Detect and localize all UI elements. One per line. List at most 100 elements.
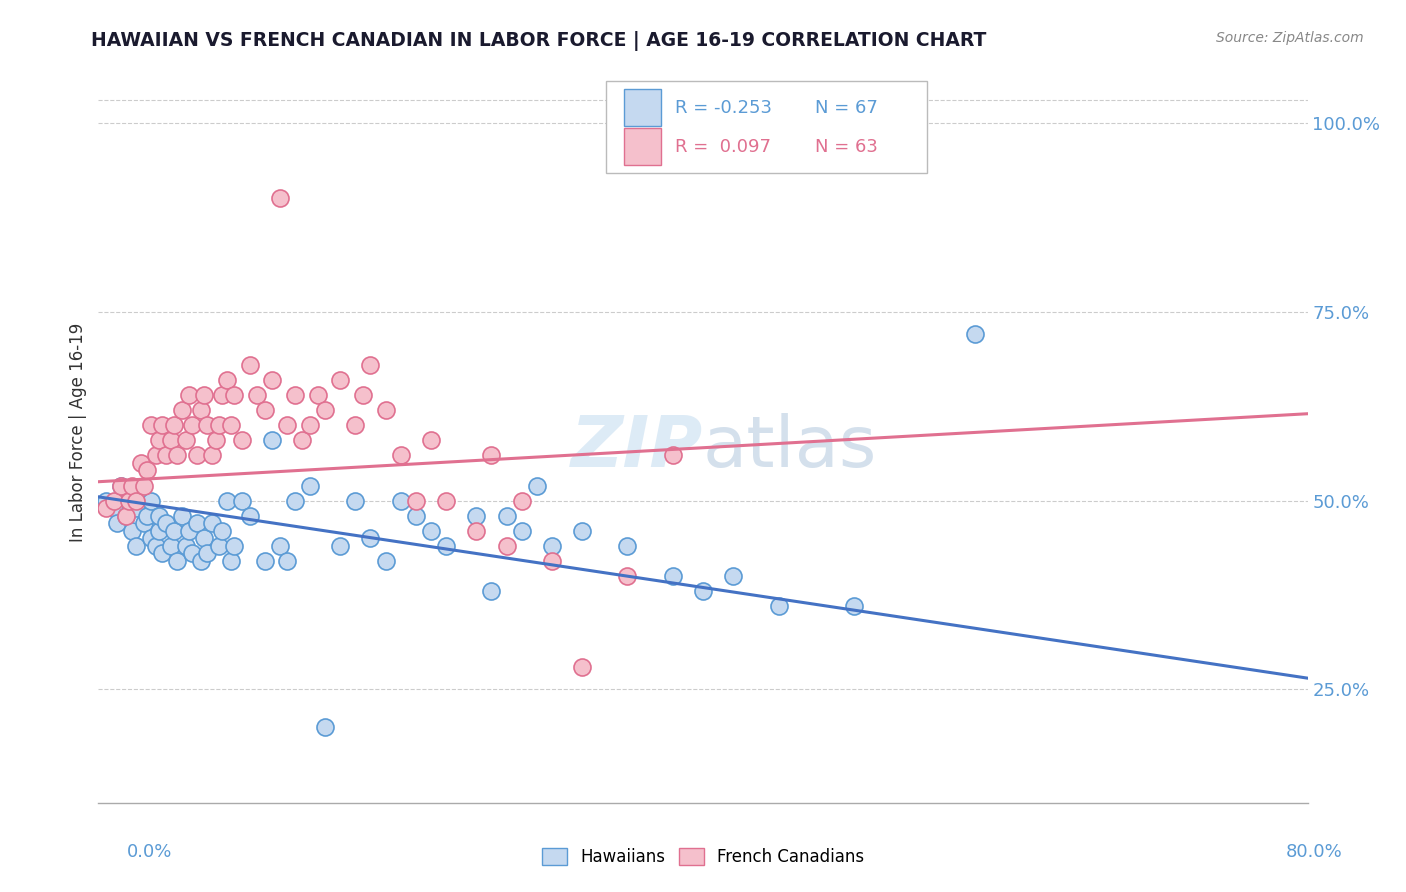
Point [269, 539, 291, 553]
Point [420, 433, 443, 447]
Point [155, 516, 177, 531]
Text: atlas: atlas [703, 413, 877, 482]
Point [291, 433, 314, 447]
Point [434, 539, 457, 553]
Point [360, 532, 382, 546]
Point [374, 554, 396, 568]
Point [190, 403, 212, 417]
Point [420, 524, 443, 538]
Point [510, 493, 533, 508]
Point [314, 403, 336, 417]
Point [344, 493, 367, 508]
Point [692, 584, 714, 599]
Point [208, 539, 231, 553]
Point [374, 403, 396, 417]
Point [262, 433, 284, 447]
Point [114, 508, 136, 523]
Point [661, 448, 683, 462]
Point [307, 388, 329, 402]
Point [360, 358, 382, 372]
Point [284, 388, 307, 402]
Point [299, 418, 322, 433]
Point [262, 373, 284, 387]
Point [211, 524, 233, 538]
Point [246, 388, 269, 402]
Point [135, 508, 157, 523]
Point [571, 524, 593, 538]
Point [160, 539, 183, 553]
Point [132, 516, 155, 531]
Point [465, 508, 488, 523]
Text: N = 63: N = 63 [815, 137, 879, 156]
Legend: Hawaiians, French Canadians: Hawaiians, French Canadians [534, 840, 872, 875]
Point [215, 493, 238, 508]
Point [201, 448, 224, 462]
Point [768, 599, 790, 614]
Point [170, 403, 193, 417]
Text: Source: ZipAtlas.com: Source: ZipAtlas.com [1216, 31, 1364, 45]
Point [118, 493, 141, 508]
Point [389, 493, 412, 508]
Point [125, 493, 148, 508]
Point [114, 508, 136, 523]
Point [121, 524, 143, 538]
Point [276, 554, 298, 568]
Point [221, 554, 243, 568]
Point [299, 478, 322, 492]
Point [405, 508, 427, 523]
Point [616, 539, 638, 553]
Point [208, 418, 231, 433]
Point [221, 418, 243, 433]
Point [160, 433, 183, 447]
Point [125, 501, 148, 516]
Point [405, 493, 427, 508]
Text: HAWAIIAN VS FRENCH CANADIAN IN LABOR FORCE | AGE 16-19 CORRELATION CHART: HAWAIIAN VS FRENCH CANADIAN IN LABOR FOR… [91, 31, 987, 51]
Point [195, 418, 218, 433]
Point [276, 418, 298, 433]
Point [105, 516, 128, 531]
Point [224, 539, 246, 553]
Point [540, 539, 562, 553]
Point [145, 448, 167, 462]
Point [110, 478, 132, 492]
Text: 0.0%: 0.0% [127, 843, 172, 861]
Point [170, 508, 193, 523]
Point [163, 524, 186, 538]
Point [231, 493, 253, 508]
Point [148, 524, 170, 538]
Point [284, 493, 307, 508]
Point [141, 493, 163, 508]
Point [195, 547, 218, 561]
Point [103, 501, 125, 516]
Point [540, 554, 562, 568]
Point [389, 448, 412, 462]
Point [132, 478, 155, 492]
Point [495, 508, 517, 523]
Point [190, 554, 212, 568]
Point [103, 493, 125, 508]
Point [148, 508, 170, 523]
Point [329, 373, 352, 387]
Point [129, 456, 152, 470]
Point [179, 388, 201, 402]
Point [571, 660, 593, 674]
Point [661, 569, 683, 583]
Point [269, 191, 291, 205]
Point [186, 516, 208, 531]
Point [481, 448, 503, 462]
Y-axis label: In Labor Force | Age 16-19: In Labor Force | Age 16-19 [69, 323, 87, 542]
Point [352, 388, 374, 402]
Point [495, 539, 517, 553]
Point [211, 388, 233, 402]
Point [201, 516, 224, 531]
Point [129, 486, 152, 500]
Point [150, 418, 173, 433]
Point [94, 493, 117, 508]
Point [231, 433, 253, 447]
Point [141, 418, 163, 433]
Point [125, 539, 148, 553]
Point [148, 433, 170, 447]
Point [181, 418, 204, 433]
Bar [624, 128, 661, 165]
Point [616, 569, 638, 583]
